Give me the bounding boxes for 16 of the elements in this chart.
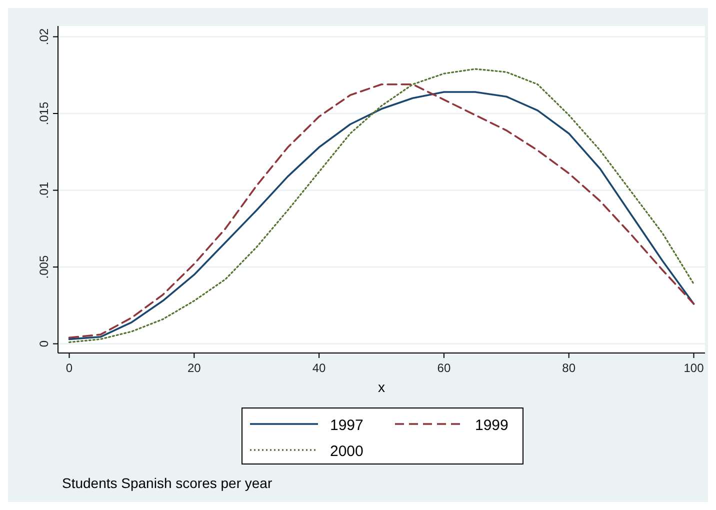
x-tick-label: 20 — [187, 361, 202, 375]
x-tick-label: 60 — [437, 361, 451, 375]
y-tick-label: .005 — [37, 255, 51, 279]
y-tick-label: .015 — [37, 102, 51, 126]
x-tick-label: 40 — [312, 361, 326, 375]
text: Students Spanish scores per year — [62, 475, 272, 491]
x-tick-label: 80 — [562, 361, 576, 375]
x-tick-label: 0 — [66, 361, 73, 375]
legend-label: 1999 — [475, 417, 508, 434]
legend-label: 2000 — [330, 443, 364, 460]
x-tick-label: 100 — [684, 361, 704, 375]
legend-label: 1997 — [330, 417, 364, 434]
x-axis-title: x — [378, 379, 385, 395]
y-tick-label: 0 — [37, 340, 51, 348]
y-tick-label: .02 — [37, 28, 51, 46]
y-tick-label: .01 — [37, 182, 51, 199]
